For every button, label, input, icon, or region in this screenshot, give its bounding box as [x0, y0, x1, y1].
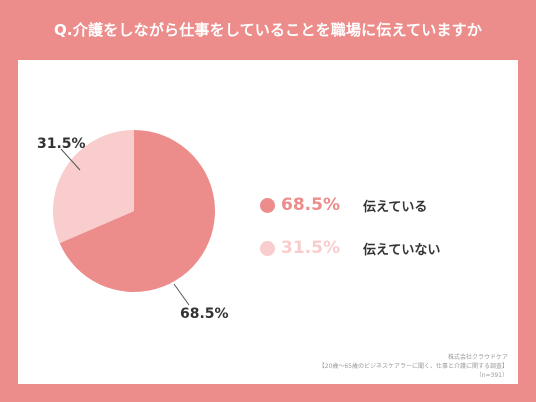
leader-line-slice-1: [173, 283, 190, 306]
legend-swatch-2: [260, 240, 275, 256]
legend-swatch-1: [260, 197, 275, 213]
source-sample-size: （n=391）: [475, 372, 508, 379]
pie-label-slice-1: 68.5%: [180, 306, 229, 322]
pie-label-slice-2: 31.5%: [37, 136, 86, 152]
pie-chart: [52, 130, 215, 306]
source-survey: 【20歳～65歳のビジネスケアラーに聞く、仕事と介護に関する調査】: [318, 363, 508, 370]
pie-slice-2: [52, 130, 134, 244]
chart-title: Q.介護をしながら仕事をしていることを職場に伝えていますか: [53, 20, 483, 39]
pie-slice-1: [59, 130, 215, 292]
chart-card: 68.5% 31.5% 68.5% 伝えている 31.5% 伝えていない 株式会…: [18, 60, 518, 384]
legend-label-1: 伝えている: [363, 199, 428, 215]
legend-value-1: 68.5%: [281, 195, 340, 215]
leader-line-slice-2: [60, 148, 81, 171]
legend-label-2: 伝えていない: [363, 242, 441, 258]
legend-item-1: 68.5% 伝えている: [260, 195, 427, 215]
source-company: 株式会社クラウドケア: [447, 354, 508, 361]
legend-value-2: 31.5%: [281, 238, 340, 258]
source-note: 株式会社クラウドケア 【20歳～65歳のビジネスケアラーに聞く、仕事と介護に関す…: [319, 353, 508, 380]
legend-item-2: 31.5% 伝えていない: [260, 238, 440, 258]
